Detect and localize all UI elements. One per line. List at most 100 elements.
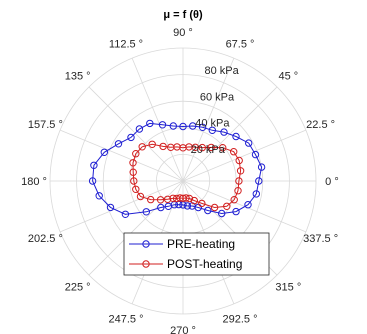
data-point-post xyxy=(230,148,238,156)
data-point-post xyxy=(219,144,227,152)
angle-tick-label: 337.5 ° xyxy=(303,233,338,245)
data-point-pre xyxy=(189,122,197,130)
data-point-pre xyxy=(127,133,135,142)
angle-tick-label: 225 ° xyxy=(65,281,91,293)
angle-tick-label: 45 ° xyxy=(278,71,298,83)
radial-tick-label: 80 kPa xyxy=(204,65,239,77)
data-point-pre xyxy=(106,203,115,212)
tick-labels: 0 ° 22.5 ° 45 ° 67.5 ° 90 ° 112.5 ° 135 ° 157.5… xyxy=(21,27,339,334)
angle-tick-label: 180 ° xyxy=(21,176,47,188)
data-point-post xyxy=(235,156,243,165)
data-point-post xyxy=(234,187,242,195)
angle-tick-label: 292.5 ° xyxy=(223,314,258,326)
data-point-post xyxy=(210,203,219,212)
radial-tick-label: 60 kPa xyxy=(200,91,235,103)
angle-tick-label: 157.5 ° xyxy=(28,119,63,131)
chart-title: μ = f (θ) xyxy=(163,9,203,21)
series-line-post xyxy=(132,143,242,209)
data-point-pre xyxy=(218,209,226,218)
data-point-post xyxy=(129,159,137,167)
data-point-pre xyxy=(252,190,260,198)
data-point-pre xyxy=(245,139,253,147)
data-point-pre xyxy=(232,207,240,216)
data-point-pre xyxy=(251,150,260,159)
data-point-post xyxy=(129,168,137,176)
angle-tick-label: 202.5 ° xyxy=(28,233,63,245)
data-point-post xyxy=(182,194,190,202)
data-point-pre xyxy=(244,201,252,209)
angular-grid-line xyxy=(88,86,184,182)
angle-tick-label: 112.5 ° xyxy=(109,38,143,50)
angular-grid-line xyxy=(59,180,184,233)
data-point-pre xyxy=(146,119,154,128)
data-point-post xyxy=(236,167,245,175)
data-point-post xyxy=(159,142,167,151)
legend-marker-pre xyxy=(142,240,150,248)
data-point-pre xyxy=(88,177,97,185)
angular-grid-line xyxy=(88,180,184,276)
data-point-pre xyxy=(257,163,266,171)
data-point-post xyxy=(207,143,215,152)
data-point-pre xyxy=(142,208,151,216)
angle-tick-label: 0 ° xyxy=(325,176,339,188)
data-point-post xyxy=(169,194,177,203)
data-point-post xyxy=(167,143,175,152)
data-point-pre xyxy=(183,202,192,210)
data-point-pre xyxy=(135,125,144,133)
angle-tick-label: 315 ° xyxy=(275,281,301,293)
data-point-pre xyxy=(198,123,207,132)
data-point-pre xyxy=(95,192,103,200)
legend-label-pre: PRE-heating xyxy=(167,237,235,251)
angle-tick-label: 270 ° xyxy=(170,325,196,334)
legend-marker-post xyxy=(142,260,150,268)
data-point-post xyxy=(185,194,194,203)
data-point-post xyxy=(136,192,145,201)
data-point-pre xyxy=(158,121,167,129)
angle-tick-label: 22.5 ° xyxy=(306,119,335,131)
data-point-post xyxy=(190,196,199,205)
angle-tick-label: 90 ° xyxy=(173,27,193,39)
data-point-post xyxy=(148,140,156,149)
data-point-pre xyxy=(100,148,109,157)
data-point-post xyxy=(130,177,138,185)
data-point-pre xyxy=(255,177,263,185)
data-point-post xyxy=(163,195,172,204)
angle-tick-label: 67.5 ° xyxy=(226,38,255,50)
data-point-pre xyxy=(121,210,130,219)
data-point-pre xyxy=(220,128,228,136)
series-line-pre xyxy=(92,122,263,215)
data-point-post xyxy=(147,195,155,204)
angular-grid-line xyxy=(182,57,235,182)
legend-box xyxy=(123,232,270,276)
title-rest: = f (θ) xyxy=(170,9,203,21)
data-point-post xyxy=(156,196,165,204)
title-mu: μ xyxy=(163,9,170,21)
data-point-pre xyxy=(169,122,178,130)
data-point-pre xyxy=(208,126,217,135)
angular-grid-line xyxy=(59,129,184,182)
data-point-post xyxy=(230,196,238,204)
data-point-post xyxy=(235,177,243,185)
data-point-pre xyxy=(179,122,187,131)
data-point-post xyxy=(198,199,206,208)
series-layer xyxy=(88,119,266,219)
legend: PRE-heating POST-heating xyxy=(123,232,270,276)
angle-tick-label: 247.5 ° xyxy=(109,314,144,326)
data-point-pre xyxy=(232,132,240,141)
data-point-pre xyxy=(204,206,212,215)
data-point-pre xyxy=(114,140,123,148)
angle-tick-label: 135 ° xyxy=(65,71,91,83)
data-point-post xyxy=(223,202,231,211)
data-point-post xyxy=(132,150,140,158)
data-point-pre xyxy=(157,203,165,212)
legend-label-post: POST-heating xyxy=(167,257,242,271)
data-point-post xyxy=(198,143,207,152)
angular-grid-line xyxy=(182,129,307,182)
data-point-pre xyxy=(90,161,98,170)
radial-tick-label: 20 kPa xyxy=(191,144,226,156)
data-point-post xyxy=(132,185,140,194)
radial-tick-label: 40 kPa xyxy=(195,118,230,130)
data-point-post xyxy=(138,143,146,151)
angular-grid-line xyxy=(131,57,184,182)
